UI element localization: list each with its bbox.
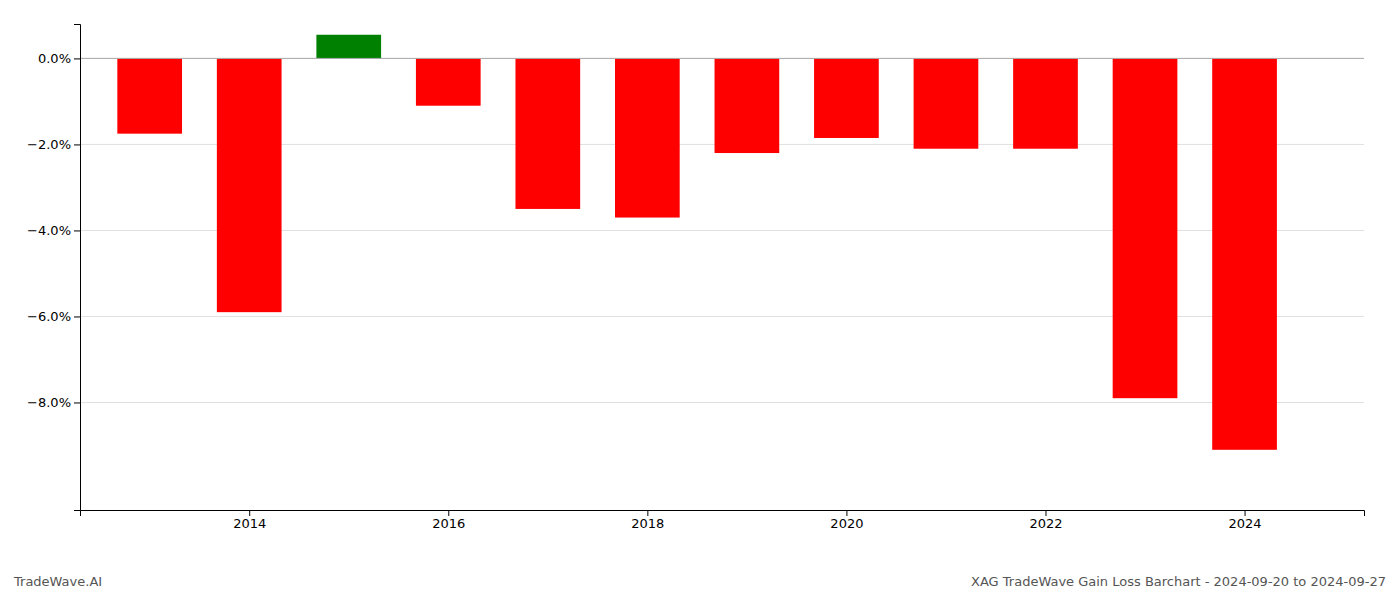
y-tick: −2.0% bbox=[27, 137, 80, 152]
x-axis-line bbox=[81, 511, 1365, 517]
x-tick-mark bbox=[846, 510, 847, 516]
y-tick: −4.0% bbox=[27, 223, 80, 238]
chart: 0.0% −2.0% −4.0% −6.0% −8.0% 2014 2016 2018 2020… bbox=[0, 0, 1400, 600]
bar bbox=[515, 58, 580, 209]
y-tick-label: −6.0% bbox=[27, 309, 71, 324]
x-tick-mark bbox=[647, 510, 648, 516]
y-axis: 0.0% −2.0% −4.0% −6.0% −8.0% bbox=[27, 25, 80, 511]
x-tick: 2014 bbox=[233, 510, 266, 531]
x-tick-mark bbox=[1245, 510, 1246, 516]
y-tick-mark bbox=[74, 230, 80, 231]
x-tick-label: 2018 bbox=[631, 516, 664, 531]
x-tick-mark bbox=[448, 510, 449, 516]
y-tick-mark bbox=[74, 402, 80, 403]
grid-line bbox=[80, 58, 1364, 59]
bar bbox=[814, 58, 879, 138]
x-tick: 2024 bbox=[1229, 510, 1262, 531]
grid bbox=[80, 58, 1364, 402]
bar bbox=[1013, 58, 1078, 148]
y-tick: −8.0% bbox=[27, 395, 80, 410]
plot: 0.0% −2.0% −4.0% −6.0% −8.0% 2014 2016 2018 2020… bbox=[27, 25, 1364, 532]
x-tick: 2018 bbox=[631, 510, 664, 531]
x-tick-label: 2024 bbox=[1229, 516, 1262, 531]
zero-line bbox=[80, 58, 1364, 59]
y-axis-line bbox=[74, 25, 81, 511]
x-tick-mark bbox=[249, 510, 250, 516]
bar bbox=[615, 58, 680, 217]
y-tick-label: −8.0% bbox=[27, 395, 71, 410]
x-tick-label: 2020 bbox=[830, 516, 863, 531]
bar bbox=[117, 58, 182, 133]
bar bbox=[316, 35, 381, 59]
y-tick-mark bbox=[74, 58, 80, 59]
title: XAG TradeWave Gain Loss Barchart - 2024-… bbox=[971, 574, 1386, 589]
grid-line bbox=[80, 402, 1364, 403]
bars bbox=[117, 35, 1277, 450]
y-tick-label: −4.0% bbox=[27, 223, 71, 238]
x-tick-label: 2022 bbox=[1029, 516, 1062, 531]
x-tick-label: 2016 bbox=[432, 516, 465, 531]
x-tick: 2016 bbox=[432, 510, 465, 531]
y-tick: 0.0% bbox=[38, 51, 80, 66]
watermark: TradeWave.AI bbox=[13, 574, 102, 589]
y-tick-label: −2.0% bbox=[27, 137, 71, 152]
bar bbox=[715, 58, 780, 153]
x-tick: 2020 bbox=[830, 510, 863, 531]
x-tick: 2022 bbox=[1029, 510, 1062, 531]
y-tick-mark bbox=[74, 144, 80, 145]
bar bbox=[1113, 58, 1178, 398]
bar bbox=[914, 58, 979, 148]
y-tick-mark bbox=[74, 316, 80, 317]
x-tick-mark bbox=[1045, 510, 1046, 516]
y-tick-label: 0.0% bbox=[38, 51, 71, 66]
x-axis: 2014 2016 2018 2020 2022 2024 bbox=[81, 510, 1365, 531]
bar bbox=[217, 58, 282, 312]
bar bbox=[416, 58, 481, 105]
y-tick: −6.0% bbox=[27, 309, 80, 324]
x-tick-label: 2014 bbox=[233, 516, 266, 531]
bar bbox=[1212, 58, 1277, 449]
